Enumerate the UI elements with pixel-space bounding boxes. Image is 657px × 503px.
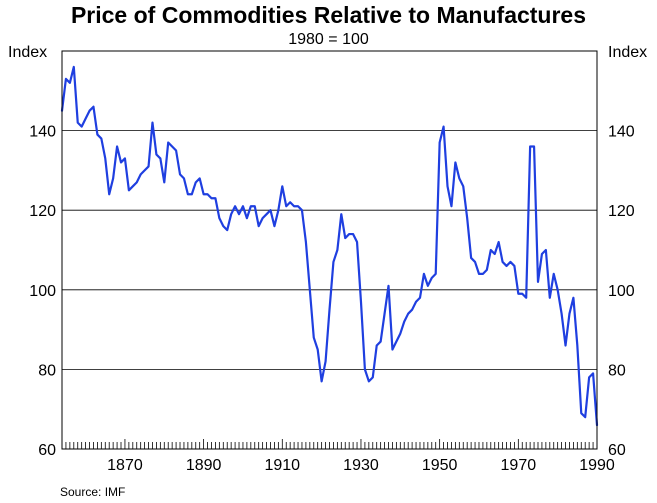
x-tick-label: 1930 [343,457,379,474]
y-tick-label-left: 60 [38,442,56,459]
source-note: Source: IMF [60,485,126,499]
y-tick-label-right: 120 [608,203,635,220]
y-tick-label-left: 80 [38,362,56,379]
x-tick-label: 1910 [264,457,300,474]
x-tick-label: 1870 [107,457,143,474]
x-tick-label: 1990 [579,457,615,474]
series-line [60,65,599,427]
y-tick-label-left: 120 [29,203,56,220]
y-tick-label-left: 140 [29,124,56,141]
x-tick-label: 1970 [501,457,537,474]
y-axis-unit-right: Index [608,44,648,61]
y-tick-label-right: 60 [608,442,626,459]
y-tick-label-right: 80 [608,362,626,379]
chart-title: Price of Commodities Relative to Manufac… [70,2,587,28]
x-tick-label: 1950 [422,457,458,474]
x-tick-label: 1890 [186,457,222,474]
y-tick-label-left: 100 [29,283,56,300]
series-layer [60,65,599,427]
y-tick-label-right: 100 [608,283,635,300]
chart-subtitle: 1980 = 100 [288,31,369,48]
plot-area-frame [61,50,598,450]
y-axis-unit-left: Index [8,44,48,61]
plot-area-background [62,51,597,449]
y-tick-label-right: 140 [608,124,635,141]
